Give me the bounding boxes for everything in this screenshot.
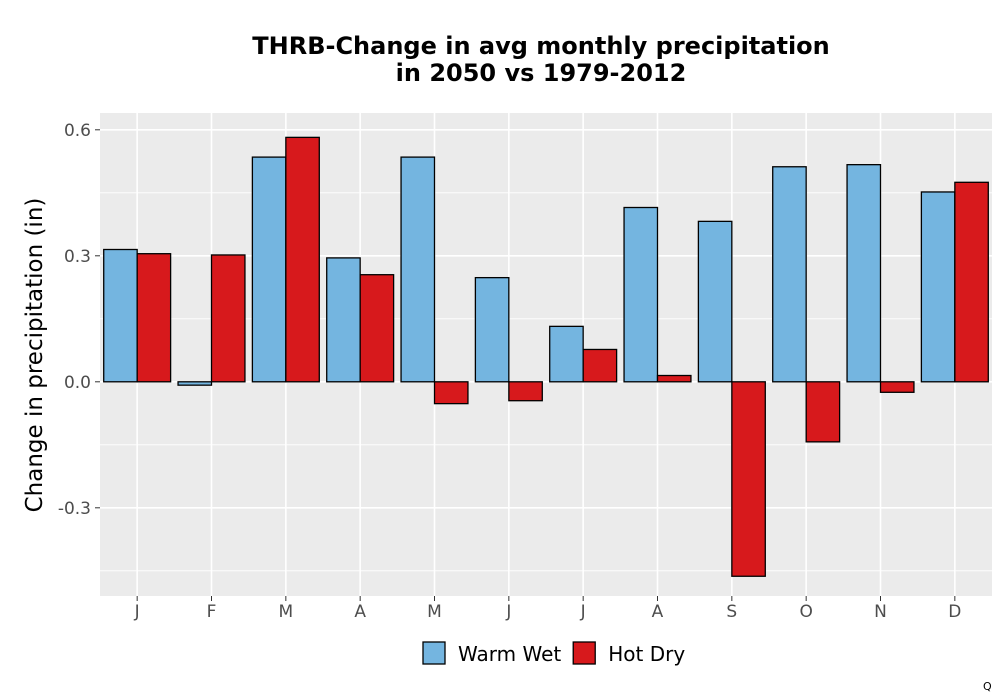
y-tick-label: 0.0 [64, 373, 91, 393]
bar-hot-dry [731, 381, 766, 577]
y-axis-ticks: -0.3 0.0 0.3 0.6 [58, 121, 100, 519]
x-tick-label: N [874, 602, 887, 622]
y-tick-label: 0.3 [64, 247, 91, 267]
legend-label: Hot Dry [608, 642, 685, 666]
legend-swatch [572, 641, 596, 665]
x-tick-label: J [580, 602, 586, 622]
x-tick-label: F [207, 602, 217, 622]
bar-warm-wet [103, 248, 138, 383]
x-tick-label: S [726, 602, 737, 622]
y-tick-label: -0.3 [58, 499, 91, 519]
y-tick-label: 0.6 [64, 121, 91, 141]
x-tick-label: M [427, 602, 442, 622]
bar-hot-dry [285, 136, 320, 383]
bar-hot-dry [656, 374, 692, 383]
bar-warm-wet [623, 206, 659, 383]
bar-warm-wet [697, 220, 733, 383]
chart-title-line1: THRB-Change in avg monthly precipitation [252, 32, 830, 60]
corner-label: Q [983, 680, 992, 693]
plot-panel [100, 113, 992, 596]
bar-warm-wet [177, 381, 213, 386]
chart-title-line2: in 2050 vs 1979-2012 [396, 59, 687, 87]
bar-hot-dry [359, 274, 395, 383]
bar-hot-dry [582, 348, 618, 383]
bar-warm-wet [846, 164, 882, 383]
bar-hot-dry [879, 381, 915, 393]
bars-layer [103, 136, 989, 577]
bar-hot-dry [210, 254, 246, 383]
bar-warm-wet [474, 276, 510, 383]
x-tick-label: M [278, 602, 293, 622]
bar-warm-wet [400, 156, 436, 383]
x-tick-label: D [948, 602, 961, 622]
bar-warm-wet [920, 191, 956, 383]
bar-hot-dry [433, 381, 469, 405]
legend: Warm Wet Hot Dry [422, 641, 685, 666]
bar-hot-dry [954, 181, 989, 383]
bar-warm-wet [251, 156, 287, 383]
bar-hot-dry [805, 381, 841, 443]
bar-warm-wet [772, 166, 807, 383]
x-tick-label: O [799, 602, 812, 622]
x-tick-label: J [134, 602, 140, 622]
x-tick-label: A [652, 602, 664, 622]
legend-label: Warm Wet [458, 642, 561, 666]
bar-hot-dry [136, 253, 172, 383]
y-axis-label: Change in precipitation (in) [22, 198, 48, 513]
x-tick-label: J [505, 602, 511, 622]
bar-warm-wet [549, 325, 584, 383]
bar-warm-wet [326, 257, 361, 383]
x-tick-label: A [354, 602, 366, 622]
legend-swatch [422, 641, 446, 665]
bar-hot-dry [508, 381, 543, 402]
